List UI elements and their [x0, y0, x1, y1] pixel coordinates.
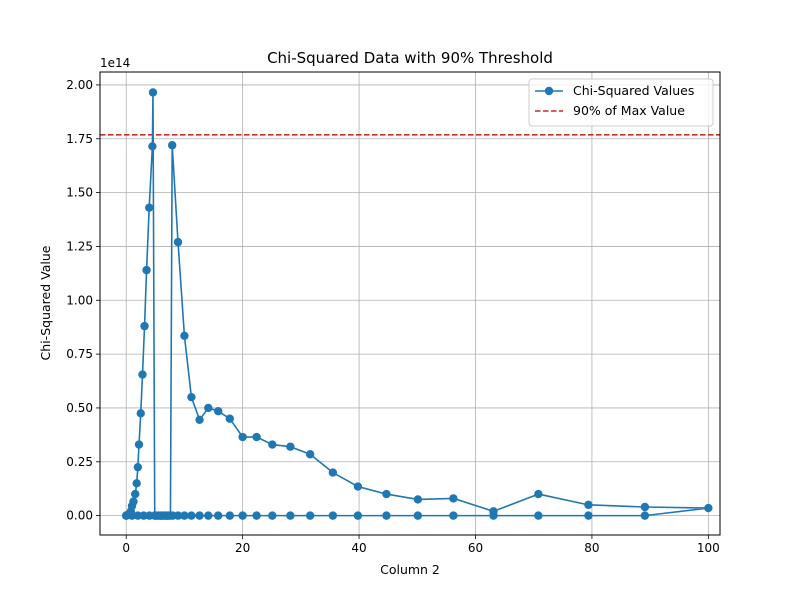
y-tick-label: 2.00: [66, 78, 93, 92]
data-point: [133, 511, 143, 520]
x-axis-label: Column 2: [380, 562, 440, 577]
data-point: [140, 321, 149, 331]
data-point: [213, 511, 223, 520]
data-point: [162, 511, 172, 520]
data-point: [382, 489, 391, 499]
data-point: [704, 503, 713, 513]
data-point: [413, 495, 423, 504]
data-point: [145, 511, 154, 520]
plot-area: [100, 72, 720, 535]
data-point: [268, 440, 277, 449]
data-point: [132, 479, 141, 488]
data-point: [144, 203, 154, 212]
y-tick-label: 0.50: [66, 401, 93, 415]
data-point: [139, 511, 148, 520]
data-point: [449, 494, 458, 503]
data-point: [353, 482, 363, 491]
data-point: [204, 511, 213, 520]
chart-title: Chi-Squared Data with 90% Threshold: [267, 49, 553, 67]
data-point: [151, 511, 160, 520]
legend: Chi-Squared Values 90% of Max Value: [528, 78, 714, 127]
data-point: [168, 511, 177, 520]
data-point: [640, 502, 650, 512]
data-point: [286, 511, 295, 520]
data-point: [534, 511, 543, 520]
data-point: [584, 500, 593, 510]
data-point: [167, 141, 177, 150]
data-point: [382, 511, 391, 520]
data-point: [449, 511, 458, 520]
data-point: [204, 403, 213, 413]
data-point: [489, 511, 498, 520]
data-point: [138, 370, 147, 379]
x-tick-label: 80: [584, 541, 599, 555]
data-point: [148, 88, 158, 97]
legend-marker-chi-squared: [544, 86, 554, 96]
x-tick-label: 40: [351, 541, 366, 555]
y-tick-label: 0.75: [66, 347, 93, 361]
data-point: [129, 497, 138, 506]
x-tick-label: 100: [697, 541, 720, 555]
data-point: [180, 331, 189, 341]
data-point: [252, 511, 261, 520]
data-point: [187, 392, 196, 402]
x-ticks: 0 20 40 60 80 100: [122, 535, 720, 555]
data-point: [252, 432, 261, 442]
data-point: [121, 511, 131, 520]
y-axis-label: Chi-Squared Value: [38, 245, 53, 360]
legend-box: [528, 78, 714, 127]
data-point: [353, 511, 363, 520]
y-tick-label: 0.00: [66, 509, 93, 523]
y-offset-label: 1e14: [100, 56, 130, 70]
data-point: [195, 415, 204, 424]
data-point: [305, 511, 315, 520]
x-tick-label: 60: [468, 541, 483, 555]
x-tick-label: 0: [122, 541, 130, 555]
data-point: [131, 489, 140, 499]
legend-label-chi-squared: Chi-Squared Values: [573, 83, 694, 98]
data-point: [180, 511, 189, 520]
y-tick-label: 0.25: [66, 455, 93, 469]
data-point: [136, 409, 145, 418]
x-tick-label: 20: [235, 541, 250, 555]
data-point: [173, 237, 183, 247]
y-tick-label: 1.00: [66, 293, 93, 307]
data-point: [286, 442, 295, 451]
data-point: [584, 511, 593, 520]
data-point: [534, 489, 543, 499]
y-tick-label: 1.75: [66, 132, 93, 146]
y-ticks: 0.00 0.25 0.50 0.75 1.00 1.25 1.50 1.75 2.00: [66, 78, 100, 523]
data-point: [156, 511, 166, 520]
data-point: [142, 265, 151, 275]
data-point: [133, 462, 143, 472]
data-point: [195, 511, 204, 520]
data-point: [413, 511, 423, 520]
data-point: [225, 414, 235, 423]
data-point: [187, 511, 196, 520]
data-point: [127, 511, 137, 520]
data-point: [238, 511, 247, 520]
y-tick-label: 1.25: [66, 239, 93, 253]
grid-lines: [100, 72, 720, 535]
data-point: [328, 468, 338, 477]
data-point: [134, 440, 144, 449]
series-layer: [121, 88, 713, 520]
plot-frame: [99, 71, 721, 536]
data-point: [148, 142, 157, 151]
data-point: [268, 511, 277, 520]
data-point: [238, 432, 247, 442]
data-point: [305, 450, 315, 459]
legend-label-threshold: 90% of Max Value: [573, 103, 685, 118]
data-point: [640, 511, 650, 520]
data-point: [213, 406, 223, 416]
y-tick-label: 1.50: [66, 186, 93, 200]
data-point: [328, 511, 338, 520]
data-point: [225, 511, 235, 520]
